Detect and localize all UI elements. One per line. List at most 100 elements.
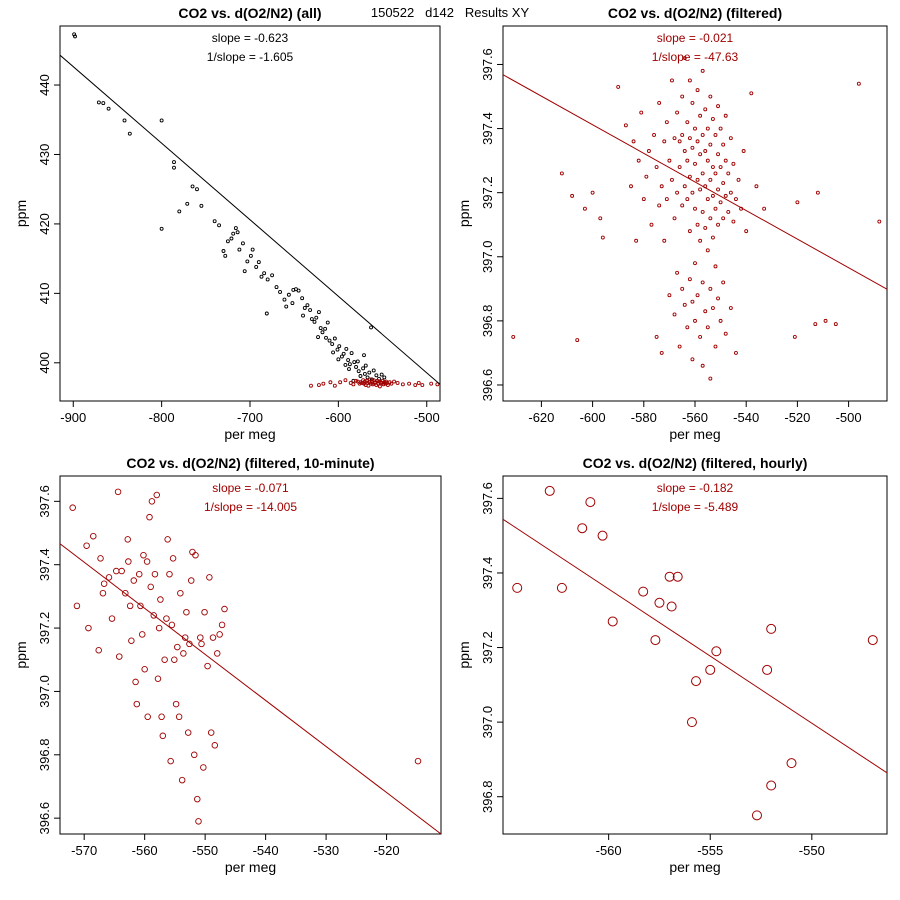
data-point	[582, 206, 587, 211]
x-tick-label: -520	[784, 410, 810, 425]
data-point	[695, 88, 700, 93]
data-point	[654, 165, 659, 169]
data-point	[703, 225, 708, 230]
data-point	[726, 171, 731, 176]
data-point	[332, 336, 337, 341]
data-point	[187, 577, 195, 584]
data-point	[511, 334, 516, 339]
data-point	[312, 319, 317, 324]
data-point	[154, 675, 162, 683]
y-tick-label: 397.2	[480, 631, 495, 664]
panel-filtered: CO2 vs. d(O2/N2) (filtered) -620 -600 -580 -…	[456, 5, 888, 442]
data-point	[192, 551, 199, 559]
x-tick-label: -500	[836, 410, 862, 425]
data-point	[680, 203, 685, 208]
data-point	[164, 536, 171, 543]
data-point	[544, 485, 555, 496]
panel-all: CO2 vs. d(O2/N2) (all) -900 -800 -700 -600 -5…	[13, 5, 441, 442]
data-point	[575, 338, 580, 343]
data-point	[264, 311, 269, 316]
data-point	[175, 713, 183, 721]
y-tick-label: 397.4	[480, 557, 495, 590]
data-point	[347, 367, 351, 372]
data-point	[323, 326, 328, 331]
data-point	[420, 383, 425, 387]
data-point	[700, 171, 705, 176]
y-tick-label: 396.6	[480, 369, 495, 402]
data-point	[710, 235, 715, 240]
data-point	[155, 624, 163, 632]
data-point	[377, 384, 382, 389]
y-axis-label: ppm	[13, 641, 29, 668]
x-tick-label: -620	[528, 410, 554, 425]
data-point	[161, 656, 168, 664]
data-point	[172, 165, 176, 170]
data-point	[766, 623, 777, 634]
data-point	[105, 574, 113, 581]
series-all-data	[72, 32, 387, 383]
data-point	[762, 664, 773, 675]
data-point	[254, 265, 259, 269]
data-point	[209, 634, 217, 641]
y-tick-label: 410	[37, 283, 52, 305]
data-point	[693, 206, 697, 211]
x-axis-label: per meg	[669, 426, 720, 442]
data-point	[695, 293, 700, 298]
data-point	[201, 608, 208, 616]
data-point	[721, 280, 726, 285]
data-point	[705, 325, 710, 330]
data-point	[823, 318, 828, 323]
data-point	[259, 274, 264, 279]
data-point	[754, 184, 759, 189]
data-point	[85, 624, 92, 632]
data-point	[435, 382, 440, 387]
data-point	[96, 100, 101, 105]
data-point	[191, 751, 198, 759]
data-point	[718, 200, 723, 205]
data-point	[695, 222, 700, 227]
x-tick-label: -540	[253, 843, 279, 858]
data-point	[700, 209, 705, 214]
data-point	[178, 776, 186, 784]
data-point	[290, 301, 295, 306]
data-point	[143, 558, 151, 565]
data-point	[693, 161, 697, 166]
data-point	[629, 184, 633, 189]
data-point	[734, 350, 738, 355]
data-point	[718, 165, 723, 169]
data-point	[151, 570, 159, 578]
data-point	[199, 203, 204, 208]
data-point	[685, 197, 690, 202]
data-point	[256, 260, 261, 265]
data-point	[128, 637, 135, 644]
data-point	[321, 381, 326, 386]
data-point	[716, 187, 720, 192]
data-point	[328, 380, 333, 385]
data-point	[212, 219, 217, 224]
chart-title: CO2 vs. d(O2/N2) (filtered, hourly)	[583, 455, 808, 471]
data-point	[690, 357, 695, 362]
data-point	[713, 206, 718, 211]
data-point	[125, 558, 132, 565]
data-point	[141, 666, 148, 673]
data-point	[659, 184, 664, 189]
data-point	[705, 664, 716, 675]
x-tick-label: -900	[60, 410, 86, 425]
fit-line	[60, 543, 441, 834]
data-point	[316, 335, 320, 340]
y-tick-label: 397.0	[37, 675, 52, 708]
data-point	[792, 334, 797, 339]
data-point	[114, 488, 122, 496]
data-point	[623, 123, 628, 128]
data-point	[189, 548, 196, 556]
data-point	[721, 181, 726, 186]
slope-annotation: slope = -0.021	[657, 31, 734, 45]
data-point	[675, 190, 680, 195]
data-point	[327, 338, 332, 343]
data-point	[231, 231, 236, 236]
plot-area	[503, 56, 887, 381]
data-point	[197, 634, 204, 641]
data-point	[686, 717, 697, 728]
data-point	[314, 315, 319, 320]
data-point	[332, 383, 337, 388]
